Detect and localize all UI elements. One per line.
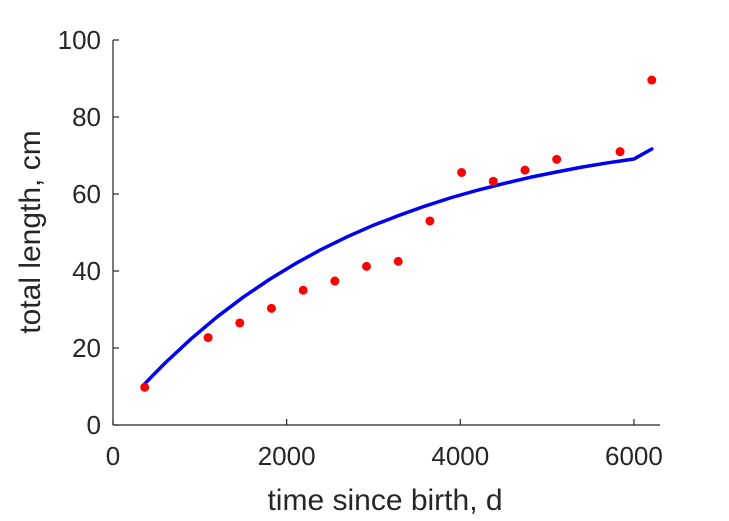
y-axis-label: total length, cm <box>14 130 47 333</box>
data-point <box>425 216 435 226</box>
data-point <box>235 318 245 328</box>
fit-curve-group <box>142 147 654 386</box>
data-point <box>330 276 340 286</box>
data-point <box>552 154 562 164</box>
data-point <box>393 256 403 266</box>
y-tick-label: 20 <box>72 333 101 363</box>
data-point <box>140 382 150 392</box>
data-point <box>647 75 657 85</box>
data-points-group <box>140 75 657 392</box>
x-tick-label: 2000 <box>258 441 316 471</box>
data-point <box>615 147 625 157</box>
axes <box>112 40 660 426</box>
y-ticks: 0 20 40 60 80 100 <box>58 25 119 440</box>
data-point <box>298 285 308 295</box>
fit-curve <box>142 147 654 386</box>
y-tick-label: 0 <box>87 410 101 440</box>
x-axis-label: time since birth, d <box>267 484 502 517</box>
data-point <box>457 167 467 177</box>
data-point <box>488 176 498 186</box>
y-tick-label: 80 <box>72 102 101 132</box>
x-tick-label: 4000 <box>431 441 489 471</box>
y-tick-label: 60 <box>72 179 101 209</box>
data-point <box>203 333 213 343</box>
y-tick-label: 40 <box>72 256 101 286</box>
x-tick-label: 0 <box>106 441 120 471</box>
data-point <box>266 303 276 313</box>
x-tick-label: 6000 <box>605 441 663 471</box>
x-ticks: 0 2000 4000 6000 <box>106 419 663 471</box>
data-point <box>362 261 372 271</box>
data-point <box>520 165 530 175</box>
y-tick-label: 100 <box>58 25 101 55</box>
